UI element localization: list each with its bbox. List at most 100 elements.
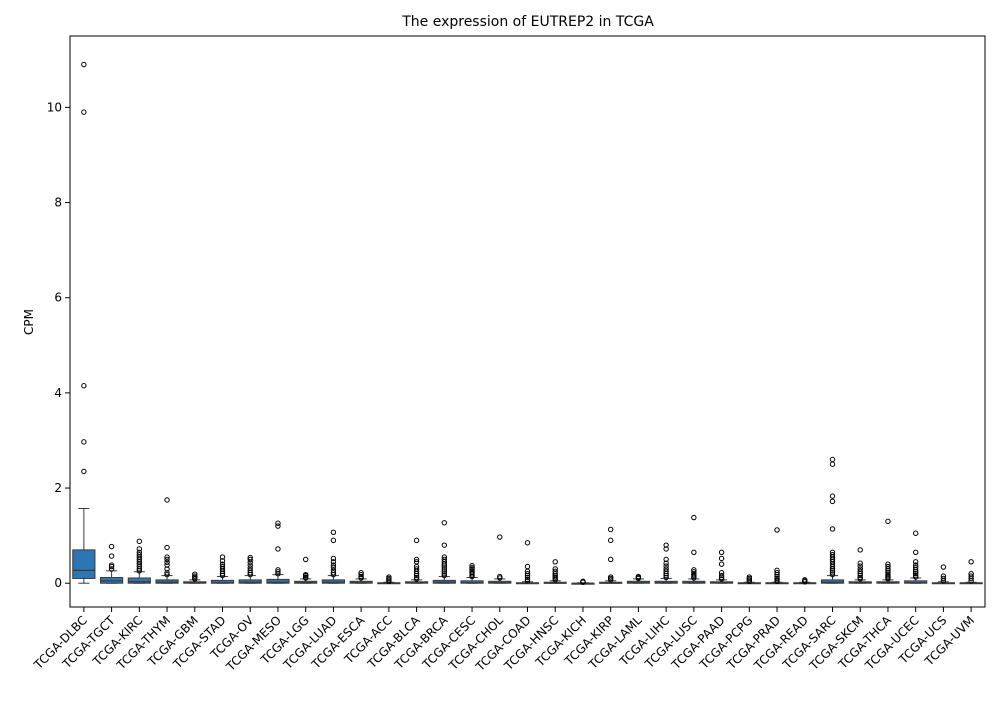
outlier-point <box>358 570 364 576</box>
outlier-point <box>691 567 697 573</box>
outlier-point <box>774 527 780 533</box>
outlier-point <box>524 563 531 570</box>
outlier-point <box>441 565 448 571</box>
outlier-point <box>441 572 448 579</box>
outlier-point <box>912 559 919 565</box>
outlier-point <box>164 559 170 565</box>
outlier-point <box>663 556 669 563</box>
outlier-point <box>774 567 780 574</box>
outlier-point <box>968 570 974 577</box>
plot-area: 0246810TCGA-DLBCTCGA-TGCTTCGA-KIRCTCGA-T… <box>31 35 986 674</box>
outlier-point <box>829 526 836 532</box>
outlier-point <box>940 564 947 570</box>
outlier-point <box>663 563 669 569</box>
outlier-point <box>912 549 919 555</box>
outlier-point <box>691 569 697 575</box>
outlier-point <box>691 570 697 577</box>
outlier-point <box>885 561 891 567</box>
outlier-point <box>330 562 337 568</box>
outlier-point <box>469 568 475 574</box>
outlier-point <box>330 559 337 565</box>
outlier-point <box>829 551 836 558</box>
outlier-point <box>829 498 836 505</box>
outlier-point <box>302 571 309 578</box>
outlier-point <box>136 538 143 545</box>
y-axis-label: CPM <box>22 309 36 335</box>
outlier-point <box>108 543 115 550</box>
outlier-point <box>718 555 725 562</box>
outlier-point <box>219 563 226 570</box>
outlier-point <box>718 561 725 567</box>
outlier-point <box>912 530 919 536</box>
outlier-point <box>164 497 170 503</box>
outlier-point <box>774 575 780 582</box>
box-iqr <box>238 579 262 584</box>
outlier-point <box>275 570 281 577</box>
outlier-point <box>829 549 836 555</box>
outlier-point <box>413 559 420 565</box>
box-iqr <box>820 579 845 584</box>
outlier-point <box>358 571 364 578</box>
outlier-point <box>885 563 891 570</box>
outlier-point <box>524 574 531 581</box>
y-tick-label: 8 <box>54 196 62 210</box>
outlier-point <box>247 556 253 563</box>
outlier-point <box>192 571 198 577</box>
outlier-point <box>663 568 669 575</box>
outlier-point <box>386 574 392 580</box>
outlier-point <box>912 564 919 571</box>
outlier-point <box>81 61 87 68</box>
outlier-point <box>552 568 558 575</box>
outlier-point <box>81 468 87 475</box>
outlier-point <box>247 567 253 574</box>
outlier-point <box>441 570 448 577</box>
outlier-point <box>441 542 448 548</box>
outlier-point <box>718 549 725 555</box>
outlier-point <box>885 571 891 578</box>
outlier-point <box>691 549 697 555</box>
outlier-point <box>497 534 503 540</box>
outlier-point <box>857 563 863 569</box>
outlier-point <box>164 571 170 578</box>
outlier-point <box>912 562 919 568</box>
outlier-point <box>441 520 448 526</box>
outlier-point <box>441 554 448 560</box>
outlier-point <box>413 566 420 572</box>
outlier-point <box>192 573 198 579</box>
outlier-point <box>275 546 281 552</box>
outlier-point <box>330 570 337 576</box>
outlier-point <box>580 578 586 585</box>
outlier-point <box>912 572 919 579</box>
outlier-point <box>497 573 503 580</box>
y-tick-label: 0 <box>54 576 62 590</box>
outlier-point <box>746 574 753 580</box>
outlier-point <box>524 576 531 583</box>
outlier-point <box>802 577 808 583</box>
outlier-point <box>81 439 87 445</box>
outlier-point <box>247 565 253 571</box>
outlier-point <box>275 520 281 526</box>
outlier-point <box>829 570 836 576</box>
outlier-point <box>136 549 143 555</box>
outlier-point <box>774 573 780 580</box>
outlier-point <box>524 540 531 546</box>
outlier-point <box>108 566 115 572</box>
outlier-point <box>330 529 337 535</box>
outlier-point <box>524 570 531 577</box>
outlier-point <box>663 560 669 566</box>
outlier-point <box>829 461 836 467</box>
outlier-point <box>164 554 170 560</box>
plot-frame <box>69 35 986 608</box>
outlier-point <box>164 562 170 568</box>
outlier-point <box>413 574 420 581</box>
y-tick-label: 10 <box>47 100 62 114</box>
outlier-point <box>607 556 614 563</box>
outlier-point <box>718 572 725 579</box>
outlier-point <box>607 526 614 533</box>
outlier-point <box>441 569 448 575</box>
outlier-point <box>164 556 170 563</box>
outlier-point <box>330 537 337 544</box>
outlier-point <box>302 556 309 563</box>
outlier-point <box>940 575 947 582</box>
outlier-point <box>663 574 669 581</box>
